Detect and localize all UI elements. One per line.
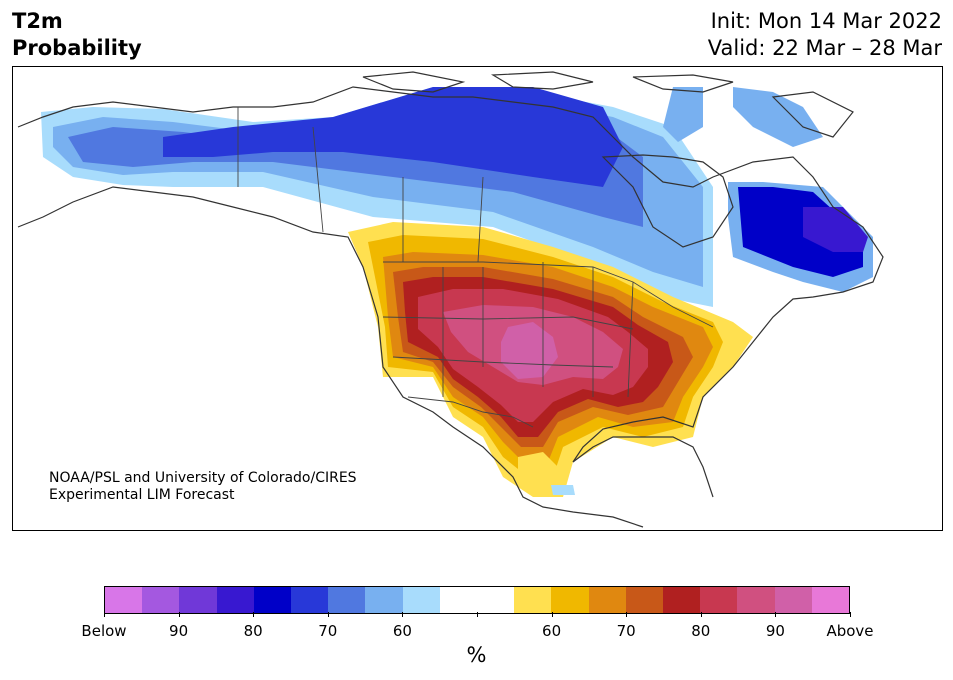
colorbar-segment (402, 587, 440, 613)
colorbar-unit: % (466, 643, 487, 667)
colorbar-tick (402, 612, 404, 617)
colorbar-tick (775, 612, 777, 617)
gulf-coast (572, 436, 714, 498)
credit-line-2: Experimental LIM Forecast (49, 487, 235, 503)
colorbar (104, 586, 850, 614)
probability-label: Probability (12, 36, 142, 60)
colorbar-segment (253, 587, 292, 613)
warm-anomaly-region (348, 222, 753, 497)
arctic-islands (362, 71, 854, 138)
colorbar-tick-label: 60 (392, 622, 412, 640)
colorbar-tick (626, 612, 628, 617)
map-panel (12, 66, 943, 531)
probability-map (17, 71, 884, 528)
colorbar-ticks (104, 612, 851, 620)
colorbar-tick-label: Above (826, 622, 874, 640)
colorbar-segment (811, 587, 850, 613)
colorbar-tick-label: 90 (169, 622, 189, 640)
colorbar-segment (291, 587, 329, 613)
colorbar-tick-label: 70 (318, 622, 338, 640)
colorbar-segment (663, 587, 701, 613)
cold-anomaly-region (41, 87, 873, 307)
credit-line-1: NOAA/PSL and University of Colorado/CIRE… (49, 470, 357, 486)
colorbar-tick-label: 80 (243, 622, 263, 640)
political-borders (237, 107, 714, 428)
us-mexico-border (407, 396, 534, 428)
us-canada-border (383, 261, 714, 328)
colorbar-segment (477, 587, 515, 613)
colorbar-segment (216, 587, 254, 613)
colorbar-tick-label: Below (81, 622, 127, 640)
forecast-dates: Init: Mon 14 Mar 2022 Valid: 22 Mar – 28… (708, 8, 942, 62)
colorbar-tick (104, 612, 105, 617)
colorbar-segment (328, 587, 366, 613)
variable-label: T2m (12, 9, 63, 33)
colorbar-labels: Below 90 80 70 60 60 70 80 90 Above (81, 622, 873, 640)
colorbar-tick-label: 60 (542, 622, 562, 640)
colorbar-segment (700, 587, 738, 613)
colorbar-tick (551, 612, 553, 617)
colorbar-segment (179, 587, 217, 613)
hudson-bay-coast (601, 154, 734, 248)
colorbar-segment (551, 587, 589, 613)
map-title: T2m Probability (12, 8, 142, 62)
colorbar-tick-label: 90 (765, 622, 785, 640)
colorbar-tick-label: 70 (616, 622, 636, 640)
north-america-coast (17, 86, 884, 528)
init-date: Init: Mon 14 Mar 2022 (710, 9, 942, 33)
credit-text: NOAA/PSL and University of Colorado/CIRE… (49, 470, 357, 504)
colorbar-segment (588, 587, 626, 613)
colorbar-tick (700, 612, 702, 617)
colorbar-segment (737, 587, 775, 613)
province-state-lines (312, 126, 634, 398)
colorbar-tick (178, 612, 180, 617)
colorbar-tick (477, 612, 478, 617)
valid-range: Valid: 22 Mar – 28 Mar (707, 36, 942, 60)
colorbar-segment (105, 587, 143, 613)
colorbar-tick-label: 80 (691, 622, 711, 640)
colorbar-tick (327, 612, 329, 617)
colorbar-segment (514, 587, 552, 613)
colorbar-segment (625, 587, 664, 613)
coastlines (17, 71, 884, 528)
colorbar-segment (774, 587, 812, 613)
colorbar-tick (253, 612, 255, 617)
colorbar-segment (439, 587, 478, 613)
colorbar-segment (365, 587, 403, 613)
colorbar-tick (850, 612, 851, 617)
colorbar-segment (142, 587, 180, 613)
